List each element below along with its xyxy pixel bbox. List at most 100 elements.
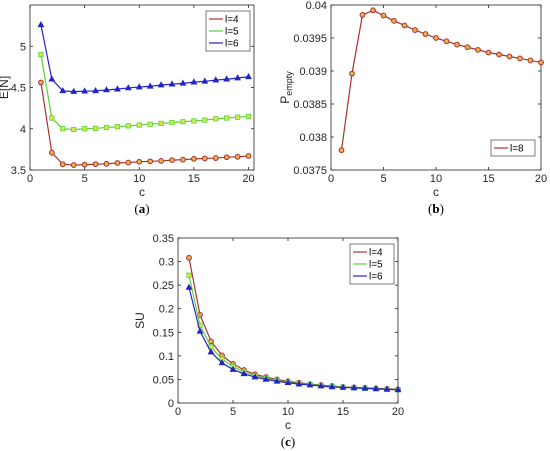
data-point: [240, 369, 248, 377]
chart-panel-c: 0 5 10 15 20 0 0.05 0.1 0.15 0.2 0.25 0.3 0.35 c SU l=4…: [133, 233, 404, 449]
data-point: [186, 254, 192, 261]
y-tick-label: 0.0375: [293, 165, 327, 177]
data-point: [114, 85, 121, 92]
legend-label: l=6: [225, 39, 239, 50]
y-tick-label: 0.35: [153, 233, 174, 245]
data-point: [391, 17, 397, 24]
data-point: [82, 126, 88, 132]
data-point: [207, 348, 215, 355]
data-point: [235, 114, 241, 120]
series-a-1: [38, 51, 252, 133]
data-point: [92, 86, 99, 94]
data-point: [372, 385, 380, 392]
panel-caption: (a): [134, 201, 149, 216]
series-a-0: [38, 79, 252, 168]
x-tick-label: 20: [535, 173, 547, 185]
data-point: [475, 46, 481, 53]
x-tick-label: 0: [27, 173, 33, 185]
data-point: [349, 70, 355, 77]
series-b-0: [338, 7, 544, 154]
panel-caption: (b): [428, 201, 444, 216]
series-c-2: [185, 283, 402, 393]
data-point: [401, 22, 408, 29]
data-point: [168, 80, 176, 87]
y-tick-label: 0.0395: [293, 33, 327, 45]
y-tick-label: 0.039: [299, 66, 327, 78]
x-axis-label: c: [139, 185, 145, 199]
data-point: [370, 7, 376, 14]
series-line: [188, 287, 399, 391]
data-point: [527, 57, 534, 64]
y-tick-label: 0.25: [153, 280, 174, 292]
data-point: [284, 378, 292, 386]
legend-label: l=8: [510, 144, 524, 155]
data-point: [180, 156, 186, 163]
data-point: [412, 27, 418, 33]
legend-box: [490, 139, 536, 157]
data-point: [350, 384, 358, 391]
data-point: [136, 122, 142, 128]
data-point: [383, 385, 391, 392]
x-tick-label: 10: [133, 173, 145, 185]
data-point: [517, 55, 523, 62]
data-point: [191, 155, 197, 162]
data-point: [186, 272, 192, 278]
series-c-1: [186, 272, 401, 393]
data-point: [92, 161, 99, 168]
x-tick-label: 0: [175, 406, 181, 418]
legend-label: l=5: [369, 260, 383, 271]
legend: l=4l=5l=6: [205, 10, 251, 52]
x-tick-label: 5: [380, 173, 386, 185]
data-point: [196, 327, 204, 334]
y-tick-label: 3.5: [11, 165, 26, 177]
data-point: [218, 359, 226, 366]
x-tick-label: 10: [282, 406, 294, 418]
data-point: [394, 385, 402, 393]
data-point: [48, 149, 55, 156]
data-point: [485, 49, 492, 56]
data-point: [234, 74, 242, 81]
data-point: [212, 76, 220, 83]
x-axis-label: c: [285, 418, 291, 432]
x-tick-label: 15: [337, 406, 349, 418]
series-line: [340, 9, 542, 151]
data-point: [224, 115, 230, 121]
data-point: [190, 78, 198, 85]
data-point: [70, 87, 78, 94]
data-point: [317, 382, 325, 389]
data-point: [103, 124, 110, 131]
data-point: [125, 159, 132, 166]
data-point: [169, 119, 175, 126]
data-point: [38, 51, 44, 58]
legend-label: l=5: [225, 27, 239, 38]
data-point: [103, 160, 110, 167]
data-point: [81, 87, 89, 94]
data-point: [359, 12, 366, 18]
data-point: [464, 44, 471, 51]
x-tick-label: 15: [482, 173, 494, 185]
series-a-2: [37, 20, 252, 94]
data-point: [59, 86, 67, 94]
legend-label: l=6: [369, 272, 383, 283]
x-tick-label: 10: [430, 173, 442, 185]
data-point: [229, 365, 237, 372]
y-tick-label: 4: [20, 124, 26, 136]
data-point: [70, 162, 77, 168]
y-axis-label: SU: [133, 312, 147, 329]
data-point: [169, 157, 175, 164]
legend: l=4l=5l=6: [349, 243, 395, 285]
data-point: [212, 155, 219, 161]
data-point: [114, 160, 121, 166]
x-tick-label: 5: [230, 406, 236, 418]
data-point: [339, 383, 347, 390]
data-point: [433, 35, 439, 41]
data-point: [251, 373, 259, 380]
data-point: [234, 153, 241, 160]
y-tick-label: 0.1: [159, 351, 174, 363]
series-line: [188, 275, 399, 391]
data-point: [262, 375, 270, 382]
x-tick-label: 20: [392, 406, 404, 418]
data-point: [223, 75, 231, 82]
chart-panel-b: 0 5 10 15 20 0.0375 0.038 0.0385 0.039 0.0395 0.04…: [278, 0, 547, 216]
